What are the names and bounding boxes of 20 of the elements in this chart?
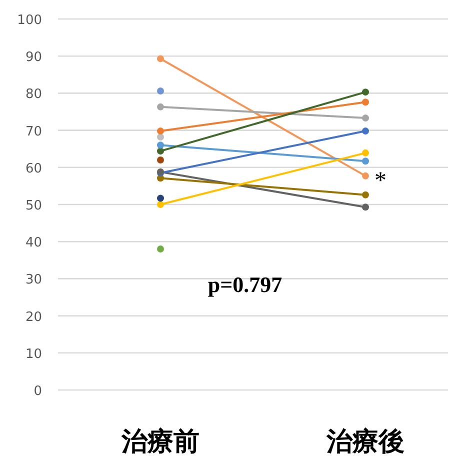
point bbox=[362, 114, 369, 122]
y-tick-label: 0 bbox=[34, 384, 42, 399]
x-tick-label: 治療後 bbox=[326, 427, 404, 457]
point bbox=[362, 88, 369, 96]
y-tick-label: 90 bbox=[25, 50, 42, 66]
point bbox=[362, 98, 369, 106]
x-tick-label: 治療前 bbox=[120, 427, 200, 457]
point bbox=[157, 55, 164, 62]
point bbox=[157, 103, 164, 110]
y-tick-label: 70 bbox=[25, 124, 42, 140]
y-tick-label: 50 bbox=[25, 198, 42, 214]
annotation: * bbox=[374, 168, 386, 194]
y-tick-label: 30 bbox=[25, 272, 42, 288]
y-tick-label: 100 bbox=[17, 13, 42, 28]
y-tick-label: 60 bbox=[25, 161, 42, 176]
annotation: p=0.797 bbox=[208, 272, 282, 297]
y-tick-label: 10 bbox=[25, 346, 42, 362]
y-tick-label: 20 bbox=[25, 310, 42, 325]
y-tick-label: 80 bbox=[25, 87, 42, 102]
y-tick-label: 40 bbox=[25, 236, 42, 251]
